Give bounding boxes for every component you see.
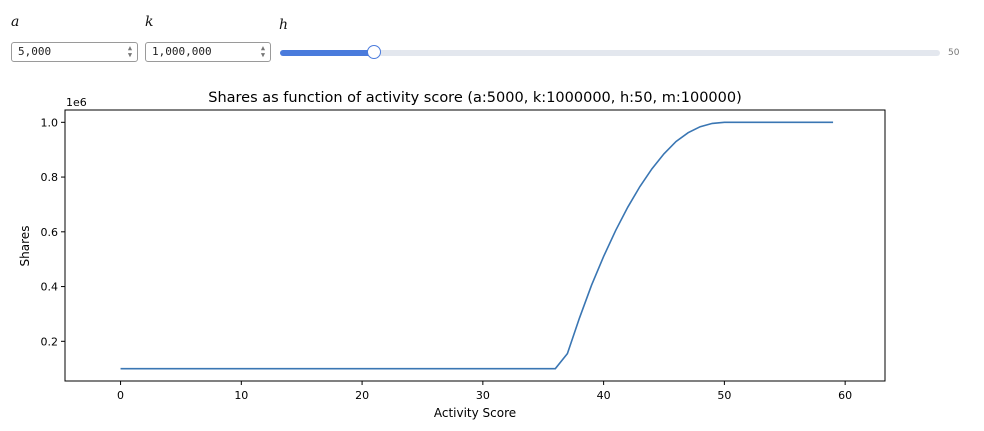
- spin-down-icon[interactable]: ▼: [260, 51, 266, 59]
- x-tick-label: 30: [476, 389, 490, 402]
- x-tick-label: 50: [717, 389, 731, 402]
- x-tick-label: 10: [234, 389, 248, 402]
- y-offset-label: 1e6: [66, 96, 87, 109]
- a-number-input[interactable]: 5,000 ▲ ▼: [11, 42, 138, 62]
- h-label: h: [279, 17, 289, 33]
- a-label: a: [11, 14, 20, 30]
- y-axis: 0.2 0.4 0.6 0.8 1.0: [41, 116, 65, 348]
- h-slider-thumb[interactable]: [367, 45, 382, 59]
- spin-up-icon[interactable]: ▲: [260, 44, 266, 52]
- y-tick-label: 0.6: [41, 226, 59, 239]
- y-tick-label: 1.0: [41, 116, 59, 129]
- k-value: 1,000,000: [152, 45, 212, 58]
- a-value: 5,000: [18, 45, 52, 58]
- h-slider-fill: [280, 50, 375, 56]
- chart-title: Shares as function of activity score (a:…: [208, 90, 742, 106]
- y-tick-label: 0.2: [41, 335, 59, 348]
- k-spinner[interactable]: ▲ ▼: [258, 45, 268, 59]
- series-line: [120, 121, 834, 370]
- x-tick-label: 40: [597, 389, 611, 402]
- x-axis-label: Activity Score: [434, 406, 516, 420]
- plot-frame: [64, 109, 886, 382]
- y-tick-label: 0.8: [41, 171, 59, 184]
- x-axis: 0 10 20 30 40 50 60: [117, 381, 852, 402]
- y-tick-label: 0.4: [41, 281, 59, 294]
- h-slider-readout: 50: [948, 48, 960, 58]
- spin-up-icon[interactable]: ▲: [127, 44, 133, 52]
- spin-down-icon[interactable]: ▼: [127, 51, 133, 59]
- x-tick-label: 60: [838, 389, 852, 402]
- h-slider-track[interactable]: [280, 45, 940, 59]
- k-label: k: [145, 14, 154, 30]
- k-number-input[interactable]: 1,000,000 ▲ ▼: [145, 42, 271, 62]
- x-tick-label: 20: [355, 389, 369, 402]
- a-spinner[interactable]: ▲ ▼: [125, 45, 135, 59]
- y-axis-label: Shares: [18, 226, 32, 267]
- x-tick-label: 0: [117, 389, 124, 402]
